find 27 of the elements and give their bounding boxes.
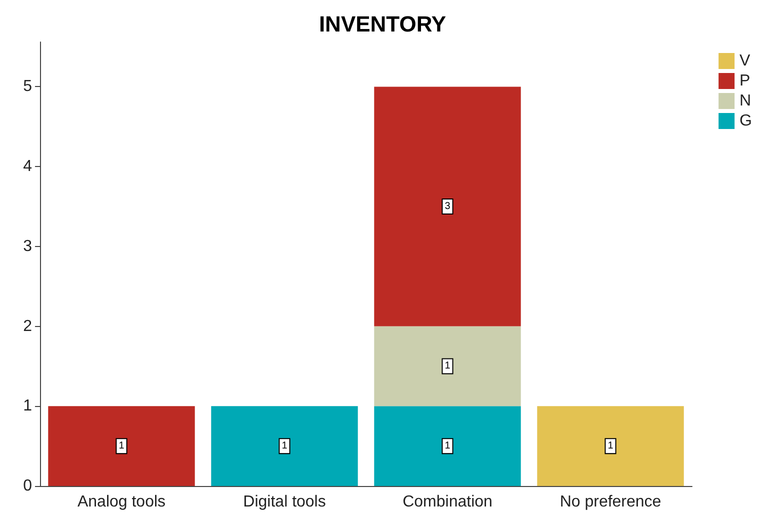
data-label: 1 <box>444 360 451 372</box>
y-tick-label: 3 <box>23 238 32 255</box>
legend-label: G <box>740 112 752 130</box>
bar <box>374 326 521 406</box>
bar <box>211 406 358 486</box>
legend-label: P <box>740 72 750 90</box>
legend-label: V <box>740 52 751 70</box>
y-tick-label: 0 <box>23 478 32 494</box>
legend-label: N <box>740 92 752 110</box>
bar <box>48 406 195 486</box>
data-label: 3 <box>444 201 451 212</box>
x-tick-label: Analog tools <box>77 494 166 510</box>
x-tick-label: Combination <box>402 494 492 510</box>
data-label: 1 <box>118 440 125 452</box>
x-tick-label: No preference <box>560 494 662 510</box>
chart-title: INVENTORY <box>318 12 446 36</box>
data-label: 1 <box>282 440 288 452</box>
y-tick-label: 2 <box>23 318 32 335</box>
data-label: 1 <box>444 440 451 452</box>
bar <box>374 406 521 486</box>
bar <box>374 86 521 326</box>
data-label: 1 <box>608 440 614 452</box>
y-tick-label: 5 <box>23 78 32 96</box>
y-tick-label: 1 <box>23 398 32 415</box>
x-tick-label: Digital tools <box>243 494 326 510</box>
y-tick-label: 4 <box>23 158 32 176</box>
bar <box>537 406 684 486</box>
